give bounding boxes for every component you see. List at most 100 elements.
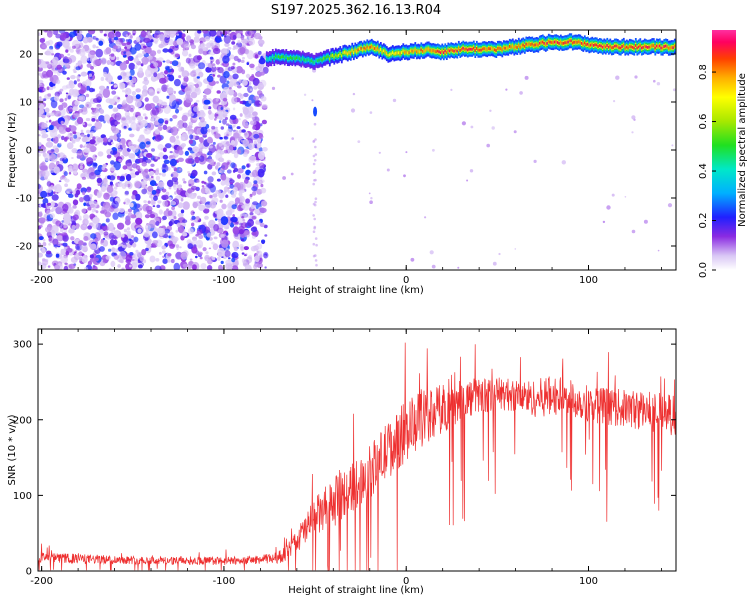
noise-speckle — [105, 218, 110, 223]
signal-band-cell — [543, 41, 546, 45]
noise-speckle — [231, 204, 237, 210]
noise-speckle — [219, 136, 223, 140]
noise-speckle — [236, 126, 241, 130]
noise-speckle — [38, 58, 42, 66]
noise-speckle — [561, 160, 566, 165]
signal-band-cell — [565, 41, 568, 45]
signal-band-cell — [627, 46, 630, 50]
snr-xlabel: Height of straight line (km) — [288, 585, 424, 596]
noise-speckle — [90, 233, 97, 239]
signal-band-cell — [658, 44, 661, 48]
noise-speckle — [176, 135, 180, 139]
noise-speckle — [98, 85, 106, 91]
noise-speckle — [201, 185, 205, 188]
colorbar: 0.0 0.2 0.4 0.6 0.8 Normalized spectral ampl… — [698, 30, 748, 278]
noise-speckle — [633, 118, 636, 122]
noise-speckle — [213, 236, 218, 240]
noise-speckle — [82, 214, 89, 220]
signal-band-cell — [465, 47, 468, 51]
noise-speckle — [78, 109, 84, 113]
noise-speckle — [202, 50, 209, 56]
spectrogram-ytick-label: 10 — [19, 98, 32, 109]
signal-band-cell — [429, 48, 432, 52]
noise-speckle — [133, 57, 140, 63]
noise-speckle — [169, 135, 176, 143]
noise-speckle — [125, 51, 132, 56]
signal-band-cell — [381, 50, 384, 54]
snr-xtick-label: -100 — [213, 576, 236, 587]
noise-speckle — [63, 214, 71, 225]
noise-speckle — [231, 96, 238, 105]
noise-speckle — [149, 50, 157, 57]
signal-band-cell — [412, 49, 415, 53]
noise-speckle — [45, 41, 50, 46]
noise-speckle — [38, 224, 43, 228]
noise-speckle — [178, 149, 184, 156]
noise-speckle — [95, 37, 99, 41]
noise-speckle — [236, 149, 242, 155]
noise-speckle — [47, 93, 52, 97]
signal-band-cell — [460, 47, 463, 51]
noise-speckle — [52, 85, 56, 89]
noise-speckle — [62, 203, 69, 212]
noise-speckle — [171, 60, 179, 67]
noise-speckle — [220, 107, 224, 110]
signal-band-cell — [514, 45, 517, 49]
noise-speckle — [117, 97, 120, 100]
noise-speckle — [255, 72, 262, 77]
noise-speckle — [71, 148, 78, 154]
noise-speckle — [126, 227, 131, 231]
noise-speckle — [144, 116, 148, 120]
noise-speckle — [615, 75, 620, 80]
noise-speckle — [216, 30, 223, 38]
noise-speckle — [69, 31, 76, 38]
noise-speckle — [164, 120, 169, 125]
noise-speckle — [143, 76, 148, 82]
noise-speckle — [313, 122, 317, 126]
signal-band-cell — [576, 40, 579, 44]
noise-speckle — [119, 82, 126, 90]
noise-speckle — [162, 147, 167, 153]
noise-speckle — [211, 63, 216, 66]
noise-speckle — [131, 91, 137, 96]
noise-speckle — [222, 55, 230, 64]
signal-band-cell — [313, 61, 316, 64]
noise-speckle — [51, 194, 59, 201]
noise-speckle — [49, 86, 54, 91]
noise-speckle — [314, 138, 317, 141]
noise-speckle — [87, 133, 90, 138]
noise-speckle — [220, 126, 224, 130]
noise-speckle — [59, 160, 64, 165]
noise-speckle — [492, 261, 497, 266]
noise-speckle — [168, 186, 172, 190]
noise-speckle — [169, 151, 173, 154]
signal-band-cell — [534, 43, 537, 47]
noise-speckle — [63, 137, 68, 142]
noise-speckle — [223, 136, 229, 140]
noise-speckle — [134, 43, 142, 51]
noise-speckle — [424, 216, 427, 219]
signal-band-cell — [567, 40, 570, 44]
noise-speckle — [357, 140, 361, 144]
noise-speckle — [203, 88, 212, 95]
signal-band-cell — [637, 45, 640, 49]
noise-speckle — [524, 75, 529, 80]
signal-band-cell — [423, 49, 426, 53]
signal-band-cell — [643, 44, 646, 48]
noise-speckle — [134, 211, 143, 221]
noise-speckle — [111, 200, 119, 209]
noise-speckle — [312, 140, 316, 143]
signal-band-cell — [603, 44, 606, 48]
noise-speckle — [257, 240, 261, 242]
noise-speckle — [135, 94, 141, 100]
noise-speckle — [181, 143, 186, 148]
signal-band-cell — [625, 45, 628, 49]
signal-band-cell — [375, 47, 378, 51]
noise-speckle — [91, 220, 99, 229]
noise-speckle — [134, 100, 142, 108]
noise-speckle — [312, 171, 316, 174]
signal-band-cell — [510, 45, 513, 49]
noise-speckle — [70, 236, 75, 241]
noise-speckle — [58, 180, 62, 183]
noise-speckle — [244, 178, 249, 184]
